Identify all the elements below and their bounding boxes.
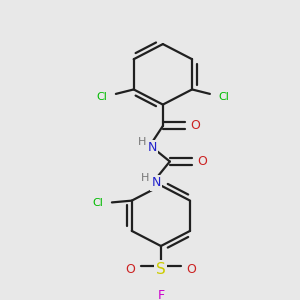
Text: H: H bbox=[141, 172, 149, 182]
Text: F: F bbox=[157, 289, 164, 300]
Text: N: N bbox=[151, 176, 160, 189]
Text: N: N bbox=[147, 141, 157, 154]
Text: O: O bbox=[190, 119, 200, 132]
Text: Cl: Cl bbox=[93, 198, 104, 208]
Text: S: S bbox=[156, 262, 166, 277]
Text: O: O bbox=[187, 262, 196, 276]
Text: Cl: Cl bbox=[97, 92, 107, 102]
Text: H: H bbox=[138, 137, 146, 147]
Text: O: O bbox=[198, 155, 207, 168]
Text: O: O bbox=[125, 262, 135, 276]
Text: Cl: Cl bbox=[218, 92, 229, 102]
